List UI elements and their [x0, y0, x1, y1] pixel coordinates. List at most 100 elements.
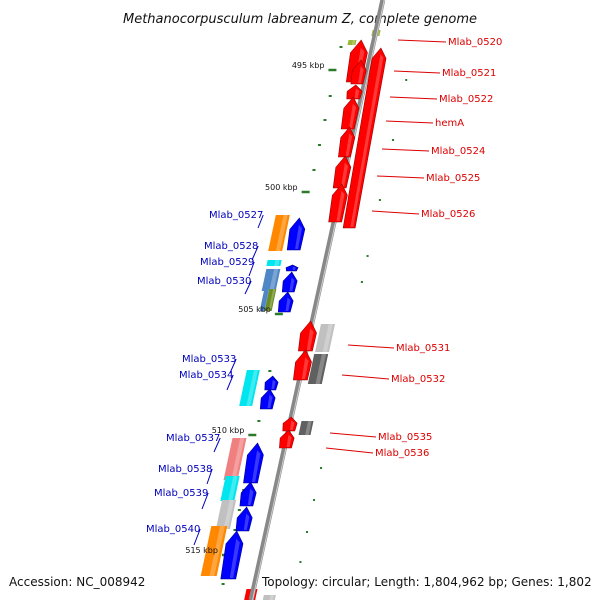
gene-name: Mlab_0539: [154, 488, 208, 499]
gene-name: Mlab_0535: [378, 432, 432, 443]
gene-label-mlab_0524[interactable]: Mlab_0524: [381, 146, 485, 157]
gene-labels: Mlab_0520 Mlab_0521 Mlab_0522 hemA Mlab_0524…: [146, 37, 502, 546]
leader-line: [385, 120, 434, 124]
scale-label: 515 kbp: [185, 546, 218, 555]
feature-block: [315, 324, 335, 352]
scale-marks: 495 kbp 500 kbp 505 kbp 510 kbp 515 kbp: [185, 61, 337, 557]
leader-line: [371, 210, 420, 215]
gene-arrow-mlab_0525: [328, 183, 348, 223]
gene-label-mlab_0534[interactable]: Mlab_0534: [179, 370, 234, 391]
leader-line: [244, 280, 252, 295]
gene-arrow-mlab_0535: [282, 416, 298, 432]
genome-title: Methanocorpusculum labreanum Z, complete…: [123, 12, 477, 27]
genome-backbone: [248, 0, 386, 600]
gene-arrow-mlab_0539: [235, 506, 253, 532]
leader-line: [229, 358, 237, 374]
feature-block: [298, 421, 314, 435]
gene-name: Mlab_0526: [421, 209, 475, 220]
backbone-highlight: [252, 0, 385, 600]
gene-name: Mlab_0540: [146, 524, 200, 535]
gene-arrow-mlab_0532: [293, 349, 312, 381]
leader-line: [347, 344, 395, 349]
gene-name: Mlab_0522: [439, 94, 493, 105]
gene-label-mlab_0530[interactable]: Mlab_0530: [197, 276, 252, 295]
gene-label-mlab_0522[interactable]: Mlab_0522: [389, 94, 493, 105]
gene-label-mlab_0540[interactable]: Mlab_0540: [146, 524, 201, 546]
gene-arrow-hema: [338, 126, 356, 158]
gene-arrows: [220, 39, 387, 580]
gene-label-mlab_0537[interactable]: Mlab_0537: [166, 433, 221, 453]
gene-label-mlab_0525[interactable]: Mlab_0525: [376, 173, 480, 184]
gene-name: Mlab_0528: [204, 241, 258, 252]
gene-arrow-mlab_0524: [332, 155, 352, 189]
gene-arrow-mlab_0527: [286, 217, 306, 251]
gene-arrow-mlab_0533: [264, 375, 279, 391]
topology-text: Topology: circular; Length: 1,804,962 bp…: [261, 575, 592, 589]
gene-arrow-mlab_0538: [239, 481, 257, 507]
gene-label-mlab_0539[interactable]: Mlab_0539: [154, 488, 209, 510]
gene-label-mlab_0532[interactable]: Mlab_0532: [341, 374, 445, 385]
leader-line: [397, 39, 447, 43]
feature-block: [307, 354, 329, 384]
feature-block: [268, 215, 290, 251]
gene-arrow-mlab_0537: [243, 442, 264, 484]
gene-name: Mlab_0529: [200, 257, 254, 268]
gene-name: Mlab_0534: [179, 370, 233, 381]
feature-block: [239, 370, 260, 406]
gene-label-mlab_0520[interactable]: Mlab_0520: [397, 37, 502, 48]
leader-line: [325, 447, 374, 454]
gene-name: Mlab_0538: [158, 464, 212, 475]
leader-line: [257, 214, 264, 229]
leader-line: [248, 261, 255, 277]
gene-label-mlab_0531[interactable]: Mlab_0531: [347, 343, 450, 354]
gene-arrow-mlab_0520-part: [350, 59, 367, 85]
leader-line: [213, 437, 221, 453]
leader-line: [226, 374, 234, 391]
gene-arrow-mlab_0521: [346, 84, 363, 100]
accession-text: Accession: NC_008942: [9, 575, 145, 589]
scale-label: 505 kbp: [238, 305, 271, 314]
leader-line: [393, 70, 441, 74]
feature-block: [220, 476, 240, 501]
gene-arrow-mlab_0531: [298, 320, 317, 352]
feature-block: [215, 500, 237, 529]
feature-block: [266, 260, 282, 266]
gene-name: hemA: [435, 118, 464, 129]
gene-arrow-mlab_0529: [281, 271, 298, 293]
leader-line: [341, 374, 390, 380]
gene-label-hema[interactable]: hemA: [385, 118, 464, 129]
gene-arrow-mlab_0526: [342, 47, 387, 229]
gene-label-mlab_0535[interactable]: Mlab_0535: [329, 432, 432, 443]
leader-line: [206, 468, 213, 485]
feature-block: [261, 269, 281, 291]
leader-line: [193, 528, 201, 546]
feature-block: [264, 289, 277, 311]
leader-line: [389, 96, 438, 100]
gene-label-mlab_0526[interactable]: Mlab_0526: [371, 209, 475, 220]
scale-label: 495 kbp: [292, 61, 325, 70]
gene-label-mlab_0536[interactable]: Mlab_0536: [325, 447, 429, 459]
gene-name: Mlab_0536: [375, 448, 429, 459]
gene-name: Mlab_0521: [442, 68, 496, 79]
gene-label-mlab_0538[interactable]: Mlab_0538: [158, 464, 213, 485]
gene-arrow-mlab_0536: [279, 429, 295, 449]
gene-name: Mlab_0520: [448, 37, 502, 48]
feature-blocks: [200, 30, 381, 600]
gene-name: Mlab_0532: [391, 374, 445, 385]
gene-name: Mlab_0537: [166, 433, 220, 444]
leader-line: [329, 432, 377, 438]
scale-label: 510 kbp: [212, 426, 245, 435]
feature-block: [200, 526, 228, 576]
gene-name: Mlab_0531: [396, 343, 450, 354]
gene-label-mlab_0533[interactable]: Mlab_0533: [182, 354, 237, 374]
leader-line: [201, 492, 209, 510]
gene-label-mlab_0527[interactable]: Mlab_0527: [209, 210, 264, 229]
gene-arrow-mlab_0528: [285, 264, 299, 272]
gene-label-mlab_0521[interactable]: Mlab_0521: [393, 68, 496, 79]
gene-label-mlab_0528[interactable]: Mlab_0528: [204, 241, 259, 261]
scale-label: 500 kbp: [265, 183, 298, 192]
gene-label-mlab_0529[interactable]: Mlab_0529: [200, 257, 255, 277]
gene-arrow-mlab_0530: [277, 291, 294, 313]
